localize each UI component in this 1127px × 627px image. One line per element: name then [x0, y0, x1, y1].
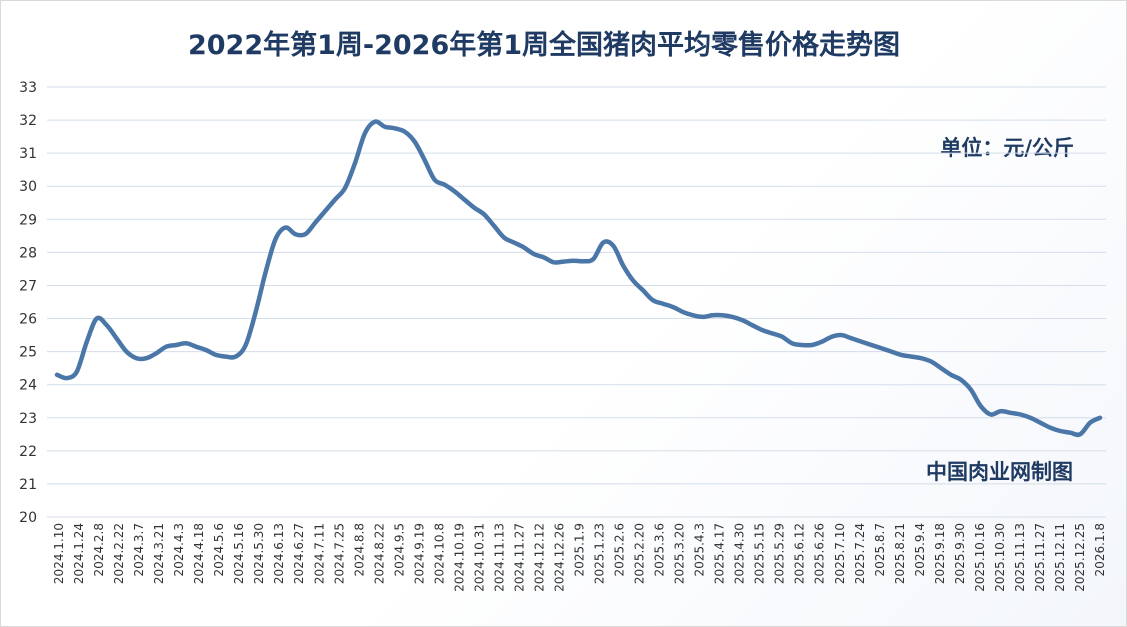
x-tick-label: 2025.5.15	[753, 523, 767, 584]
x-tick-label: 2024.4.18	[192, 523, 206, 584]
x-tick-label: 2025.5.29	[773, 523, 787, 584]
x-tick-label: 2024.3.7	[132, 523, 146, 576]
x-tick-label: 2024.1.10	[52, 523, 66, 584]
x-tick-label: 2025.1.9	[573, 523, 587, 576]
y-tick-label: 30	[19, 179, 37, 195]
x-tick-label: 2025.10.30	[993, 523, 1007, 592]
x-tick-label: 2025.2.20	[633, 523, 647, 584]
x-tick-label: 2024.4.3	[172, 523, 186, 576]
y-tick-label: 25	[19, 345, 37, 361]
x-tick-label: 2025.9.30	[953, 523, 967, 584]
x-tick-label: 2025.3.20	[673, 523, 687, 584]
x-tick-label: 2025.8.7	[873, 523, 887, 576]
x-tick-label: 2025.12.25	[1073, 523, 1087, 592]
x-tick-label: 2024.11.27	[512, 523, 526, 592]
y-tick-label: 20	[19, 510, 37, 526]
x-tick-label: 2024.3.21	[152, 523, 166, 584]
x-tick-label: 2025.8.21	[893, 523, 907, 584]
x-tick-label: 2024.8.8	[352, 523, 366, 576]
y-tick-label: 28	[19, 245, 37, 261]
x-tick-label: 2024.10.19	[452, 523, 466, 592]
y-tick-label: 32	[19, 113, 37, 129]
chart-title: 2022年第1周-2026年第1周全国猪肉平均零售价格走势图	[188, 29, 900, 61]
x-tick-label: 2024.5.16	[232, 523, 246, 584]
x-tick-label: 2024.5.6	[212, 523, 226, 576]
x-tick-label: 2025.7.10	[833, 523, 847, 584]
x-tick-label: 2026.1.8	[1093, 523, 1107, 576]
x-tick-label: 2025.2.6	[613, 523, 627, 576]
x-tick-label: 2025.7.24	[853, 523, 867, 584]
y-tick-label: 27	[19, 278, 37, 294]
x-tick-label: 2024.2.22	[112, 523, 126, 584]
x-tick-label: 2025.4.3	[693, 523, 707, 576]
x-tick-label: 2024.8.22	[372, 523, 386, 584]
x-tick-label: 2024.10.8	[432, 523, 446, 584]
x-tick-label: 2025.12.11	[1053, 523, 1067, 592]
x-tick-label: 2024.2.8	[92, 523, 106, 576]
y-tick-label: 23	[19, 411, 37, 427]
y-tick-label: 33	[19, 80, 37, 96]
x-tick-label: 2025.1.23	[593, 523, 607, 584]
x-tick-label: 2025.4.17	[713, 523, 727, 584]
x-tick-label: 2025.4.30	[733, 523, 747, 584]
x-tick-label: 2025.9.4	[913, 523, 927, 576]
x-tick-label: 2025.6.26	[813, 523, 827, 584]
price-series-line	[54, 119, 1103, 438]
x-tick-label: 2024.9.19	[412, 523, 426, 584]
x-tick-label: 2024.6.13	[272, 523, 286, 584]
x-tick-label: 2025.11.27	[1033, 523, 1047, 592]
x-tick-label: 2025.9.18	[933, 523, 947, 584]
x-tick-label: 2024.1.24	[72, 523, 86, 584]
x-tick-label: 2025.11.13	[1013, 523, 1027, 592]
x-tick-label: 2025.6.12	[793, 523, 807, 584]
x-tick-label: 2025.3.6	[653, 523, 667, 576]
y-tick-label: 31	[19, 146, 37, 162]
y-axis-ticks: 20 21 22 23 24 25 26 27 28 29 30 31 32 33	[19, 80, 37, 526]
x-axis-ticks: 2024.1.10 2024.1.24 2024.2.8 2024.2.22 2024.…	[52, 523, 1107, 592]
y-tick-label: 24	[19, 378, 37, 394]
gridlines	[47, 86, 1106, 518]
x-tick-label: 2024.7.25	[332, 523, 346, 584]
x-tick-label: 2024.9.5	[392, 523, 406, 576]
y-tick-label: 22	[19, 444, 37, 460]
x-tick-label: 2024.7.11	[312, 523, 326, 584]
unit-label: 单位：元/公斤	[940, 136, 1074, 160]
y-tick-label: 29	[19, 212, 37, 228]
x-tick-label: 2024.6.27	[292, 523, 306, 584]
x-tick-label: 2024.12.12	[532, 523, 546, 592]
y-tick-label: 21	[19, 477, 37, 493]
x-tick-label: 2024.5.30	[252, 523, 266, 584]
x-tick-label: 2025.10.16	[973, 523, 987, 592]
x-tick-label: 2024.12.26	[552, 523, 566, 592]
y-tick-label: 26	[19, 312, 37, 328]
x-tick-label: 2024.11.13	[492, 523, 506, 592]
x-tick-label: 2024.10.31	[472, 523, 486, 592]
credit-label: 中国肉业网制图	[926, 460, 1073, 484]
